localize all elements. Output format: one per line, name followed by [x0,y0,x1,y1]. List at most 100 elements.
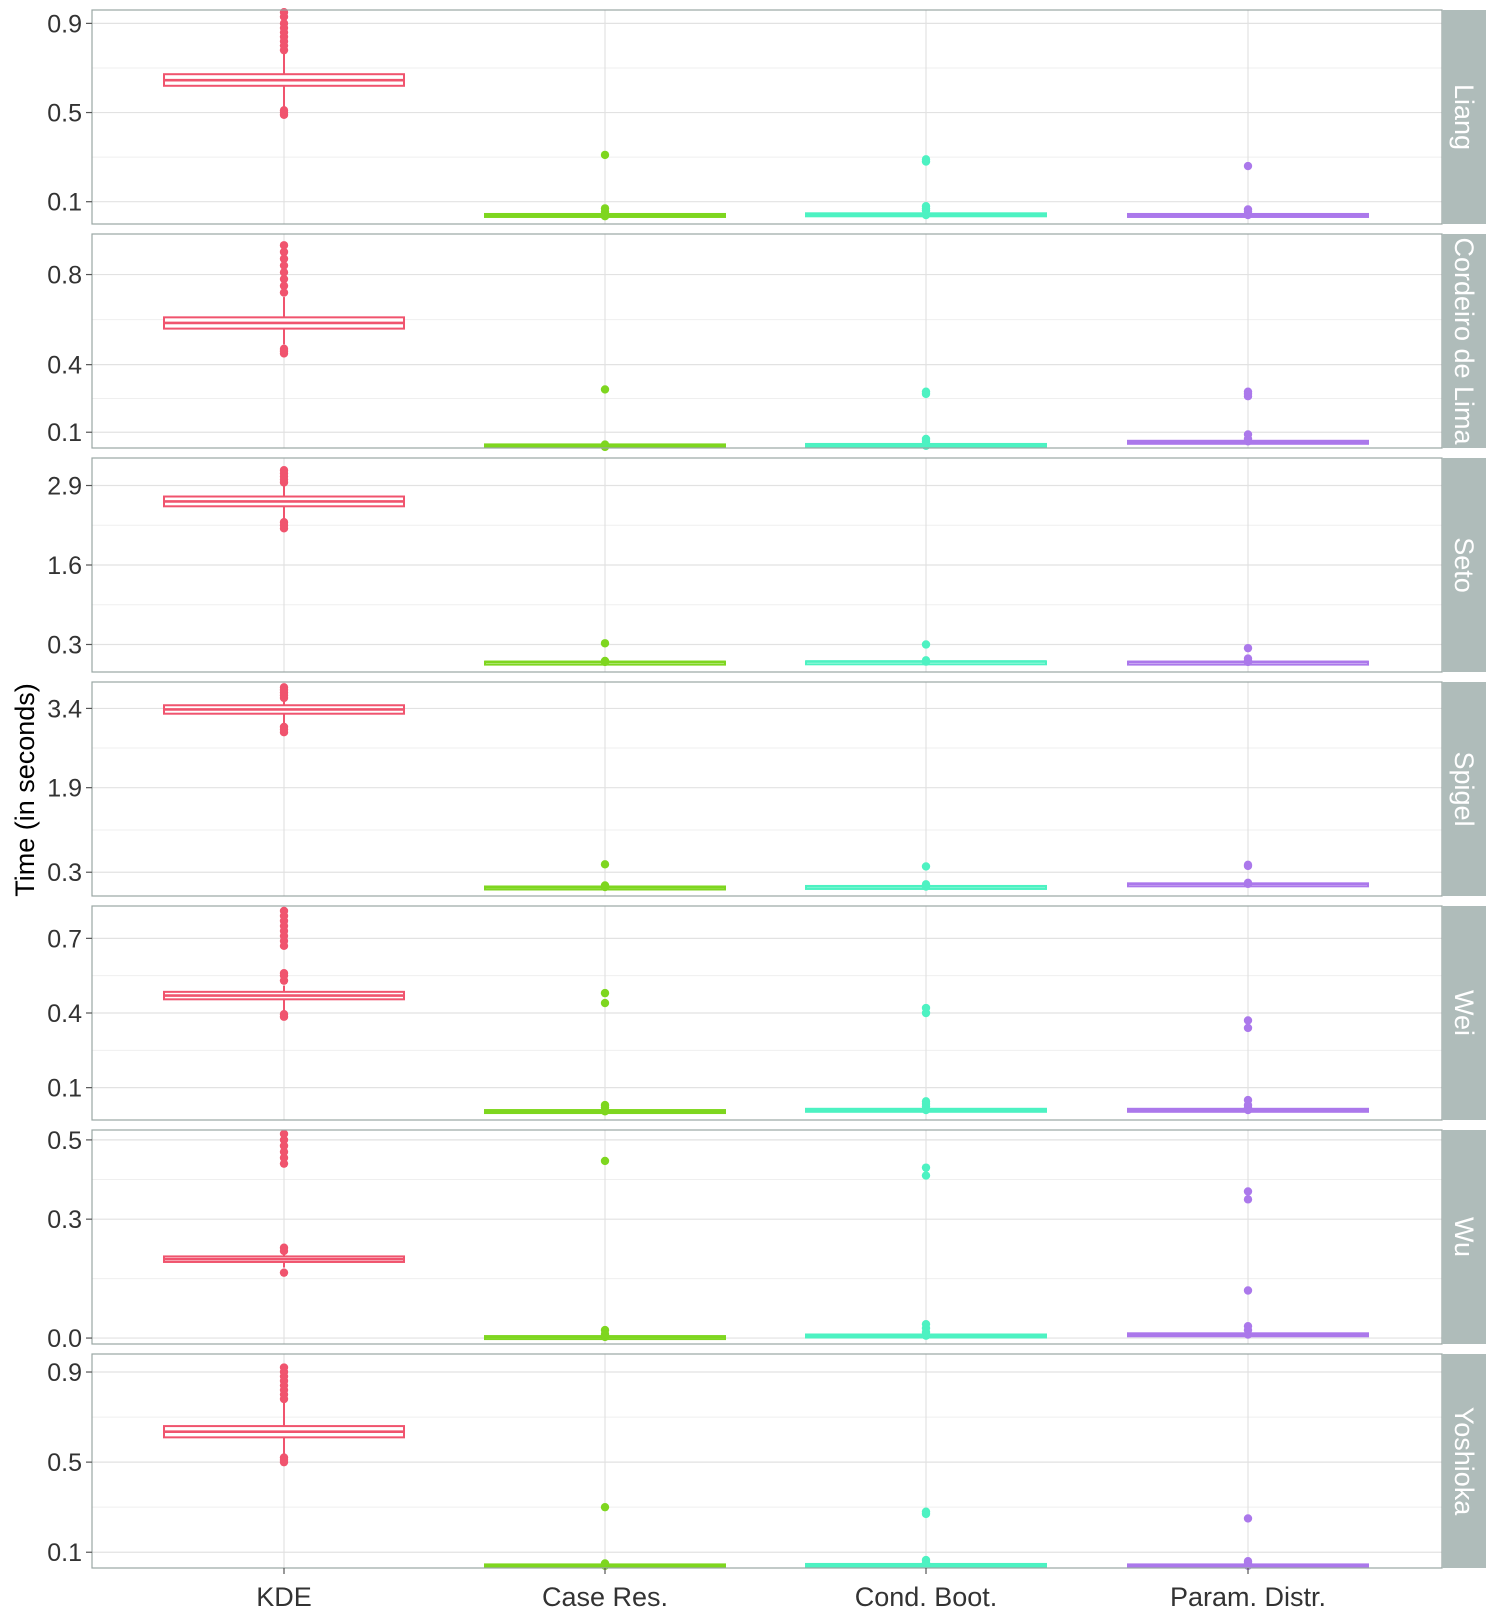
box-param-distr [1127,1514,1369,1570]
outlier-point [279,281,289,291]
outlier-point [1243,878,1253,887]
facet-panel-spigel: 0.3 1.9 3.4 Spigel [47,681,1486,897]
outlier-point [1243,1095,1253,1105]
outlier-point [600,656,610,666]
outlier-point [921,1003,931,1013]
y-tick-label: 2.9 [47,473,82,501]
outlier-point [1243,161,1253,171]
facet-strip-label: Seto [1449,537,1479,593]
outlier-point [279,906,289,916]
outlier-point [600,1325,610,1335]
outlier-point [600,881,610,890]
y-tick-label: 0.9 [47,10,82,38]
y-tick-label: 0.8 [47,262,82,290]
outlier-point [279,1363,289,1372]
outlier-point [921,1507,931,1516]
outlier-point [1243,205,1253,214]
box-param-distr [1127,1187,1369,1339]
panel-background [92,1130,1442,1344]
outlier-point [600,998,610,1008]
facet-strip-label: Liang [1449,84,1479,150]
box-cond-boot [805,640,1047,666]
box-case-res [484,150,726,221]
y-tick-label: 3.4 [47,695,82,723]
facet-panel-wei: 0.1 0.4 0.7 Wei [47,905,1486,1121]
outlier-point [279,1453,289,1462]
x-tick-label: Param. Distr. [1170,1582,1326,1612]
outlier-point [1243,1286,1253,1295]
panel-background [92,10,1442,224]
outlier-point [921,1171,931,1180]
box-case-res [484,639,726,667]
y-tick-label: 0.3 [47,1206,82,1234]
box-kde [163,683,405,737]
y-tick-label: 1.9 [47,775,82,803]
box-case-res [484,385,726,452]
facet-strip [1442,458,1486,672]
box-cond-boot [805,862,1047,891]
outlier-point [921,1319,931,1329]
box-cond-boot [805,1003,1047,1115]
box-cond-boot [805,387,1047,450]
y-tick-label: 0.1 [47,189,82,217]
y-tick-label: 0.3 [47,859,82,887]
y-tick-label: 0.1 [47,419,82,447]
facet-panel-yoshioka: 0.1 0.5 0.9 Yoshioka [47,1353,1486,1570]
outlier-point [279,274,289,284]
outlier-point [921,387,931,396]
panel-background [92,682,1442,896]
y-tick-label: 0.4 [47,1000,82,1028]
outlier-point [1243,1321,1253,1331]
facet-strip [1442,10,1486,224]
outlier-point [279,1153,289,1162]
outlier-point [921,155,931,164]
y-axis-label: Time (in seconds) [10,683,40,897]
box-kde [163,1129,405,1277]
box-kde [163,241,405,358]
outlier-point [279,8,289,17]
box-param-distr [1127,643,1369,667]
outlier-point [921,1555,931,1565]
outlier-point [1243,643,1253,653]
facet-strip-label: Wu [1449,1217,1479,1257]
outlier-point [279,1135,289,1145]
y-tick-label: 0.1 [47,1539,82,1567]
outlier-point [1243,1016,1253,1025]
box-case-res [484,988,726,1116]
box-kde [163,8,405,119]
outlier-point [279,1159,289,1168]
outlier-point [921,880,931,889]
outlier-point [279,344,289,354]
outlier-point [600,150,610,160]
box-param-distr [1127,387,1369,446]
facet-strip-label: Wei [1449,990,1479,1036]
panel-background [92,1354,1442,1568]
facet-panel-liang: 0.1 0.5 0.9 Liang [47,8,1486,225]
outlier-point [279,1268,289,1277]
outlier-point [279,1010,289,1019]
outlier-point [1243,1195,1253,1204]
outlier-point [279,722,289,732]
outlier-point [1243,860,1253,870]
outlier-point [921,1163,931,1172]
outlier-point [1243,654,1253,663]
outlier-point [279,518,289,527]
y-tick-label: 0.9 [47,1359,82,1387]
outlier-point [600,639,610,648]
box-kde [163,466,405,533]
y-tick-label: 0.4 [47,352,82,380]
facet-panel-cordeiro-de-lima: 0.1 0.4 0.8 Cordeiro de Lima [47,233,1486,452]
box-case-res [484,1502,726,1570]
box-param-distr [1127,860,1369,889]
box-kde [163,1363,405,1467]
facet-strip [1442,234,1486,448]
outlier-point [600,385,610,394]
outlier-point [921,862,931,871]
outlier-point [600,860,610,869]
box-kde [163,906,405,1021]
outlier-point [1243,387,1253,396]
y-tick-label: 0.5 [47,100,82,128]
outlier-point [600,1100,610,1110]
facet-strip [1442,1130,1486,1344]
outlier-point [600,204,610,213]
